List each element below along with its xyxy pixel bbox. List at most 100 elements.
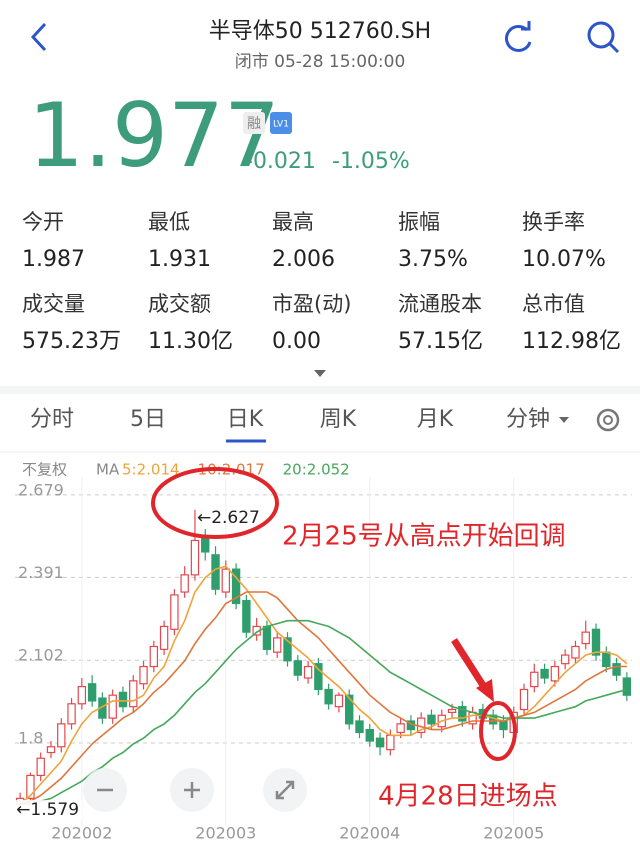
peak-label: ←2.627 [197, 508, 260, 528]
candle-body [303, 665, 313, 679]
stat-value: 0.00 [272, 329, 321, 354]
badge-bg [243, 112, 265, 134]
status: 闭市 05-28 15:00:00 [235, 52, 406, 72]
candle-body [190, 539, 200, 576]
candle-body [293, 660, 302, 676]
candle-body [26, 774, 35, 799]
stat-label: 换手率 [522, 210, 585, 234]
stat-label: 今开 [22, 210, 64, 234]
candle-body [540, 668, 549, 679]
legend-entry: 5:2.014 [122, 461, 180, 479]
adjust-label: 不复权 [22, 461, 67, 479]
badge-bg [270, 112, 292, 134]
stat-label: 成交量 [22, 292, 85, 316]
note-peak: 2月25号从高点开始回调 [282, 522, 566, 552]
refresh-button[interactable] [505, 21, 532, 52]
candle-body [458, 706, 467, 722]
candle-body [221, 568, 231, 593]
settings-button[interactable] [596, 408, 620, 432]
candle-body [201, 537, 210, 553]
candle-body [345, 694, 354, 725]
candle-body [396, 723, 405, 734]
stat-value: 10.07% [522, 247, 606, 272]
candle-body [139, 665, 148, 685]
stat-label: 成交额 [148, 292, 211, 316]
stat-value: 3.75% [398, 247, 468, 272]
candle-body [591, 628, 601, 656]
candle-body [57, 723, 66, 748]
candle-body [530, 671, 539, 688]
stat-value: 1.931 [148, 247, 211, 272]
fullscreen-button[interactable] [263, 768, 307, 812]
candle-body [108, 694, 117, 719]
stat-label: 振幅 [398, 210, 440, 234]
candle-body [87, 683, 97, 702]
candle-body [571, 645, 580, 659]
entry-circle [479, 701, 517, 761]
candle-body [612, 663, 621, 676]
arrow [451, 638, 489, 692]
candle-body [262, 625, 272, 650]
tab[interactable]: 5日 [130, 407, 166, 432]
stat-value: 57.15亿 [398, 329, 483, 354]
candle-body [386, 734, 395, 751]
peak-circle [151, 467, 279, 539]
expand-caret[interactable] [314, 370, 326, 377]
candle-body [375, 737, 385, 748]
candle-body [447, 708, 457, 713]
candle-body [581, 631, 590, 645]
y-tick-label: 2.679 [18, 480, 64, 499]
x-tick-label: 202003 [195, 824, 256, 841]
arrow-head [476, 679, 494, 702]
candle-body [46, 746, 56, 754]
candle-body [273, 637, 282, 653]
y-tick-label: 2.391 [18, 563, 64, 582]
stat-label: 最高 [272, 210, 314, 234]
x-tick-label: 202005 [483, 824, 544, 841]
candle-body [622, 677, 632, 696]
tab-dropdown [559, 417, 569, 423]
title: 半导体50 512760.SH [209, 19, 431, 44]
x-tick-label: 202004 [339, 824, 400, 841]
candle-body [67, 703, 76, 725]
candle-body [118, 691, 128, 708]
candle-body [231, 568, 241, 605]
candle-body [365, 728, 374, 742]
low-label-bg [12, 800, 82, 821]
x-tick-label: 202002 [51, 824, 112, 841]
candle-body [334, 694, 344, 708]
tab[interactable]: 分时 [30, 407, 74, 432]
y-tick-label: 1.8 [18, 729, 43, 748]
tab[interactable]: 分钟 [506, 407, 550, 432]
search-button[interactable] [587, 21, 620, 54]
ma-line [20, 619, 628, 805]
stat-value: 575.23万 [22, 329, 121, 354]
tab[interactable]: 周K [320, 407, 357, 432]
candle-body [314, 663, 323, 691]
back-button[interactable] [30, 22, 47, 52]
zoom-out-button[interactable] [83, 768, 127, 812]
tab[interactable]: 日K [227, 407, 264, 432]
candle-body [324, 688, 333, 705]
y-tick-label: 2.102 [18, 646, 64, 665]
ma-label: MA [96, 461, 120, 479]
ma-line [19, 565, 628, 805]
stat-label: 流通股本 [398, 292, 482, 316]
stat-value: 2.006 [272, 247, 335, 272]
tab[interactable]: 月K [417, 407, 454, 432]
candle-body [129, 680, 138, 708]
candle-body [159, 625, 169, 650]
candle-body [602, 651, 611, 668]
candle-body [519, 688, 529, 711]
stat-label: 市盈(动) [272, 292, 351, 316]
separator [0, 386, 640, 394]
candle-body [355, 720, 364, 734]
candle-body [170, 594, 179, 630]
badge-level: LV1 [273, 120, 289, 130]
zoom-in-button[interactable] [170, 768, 214, 812]
ma-line [19, 591, 627, 805]
candle-body [499, 720, 508, 731]
candle-body [77, 686, 87, 705]
